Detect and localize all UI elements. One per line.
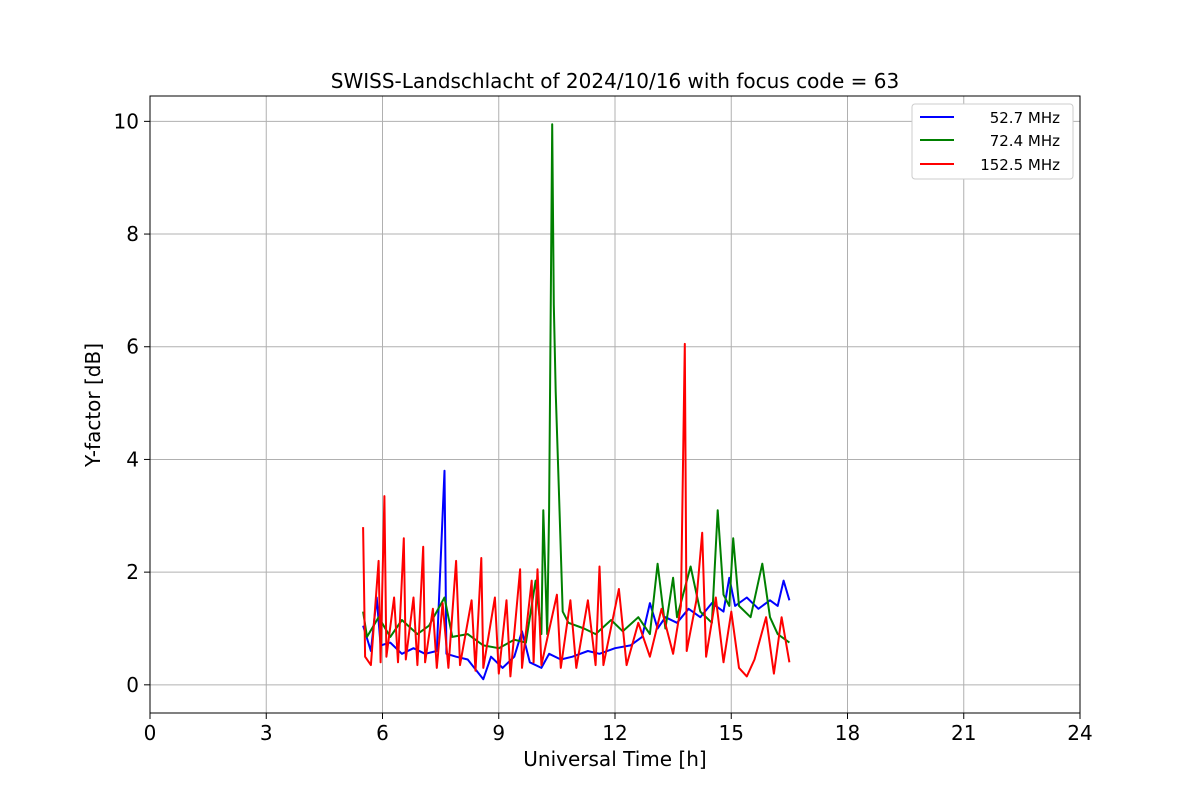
legend-label-52-7: 52.7 MHz	[980, 109, 1060, 127]
x-tick-label: 18	[835, 721, 860, 745]
y-tick-label: 6	[126, 335, 139, 359]
x-tick-label: 12	[602, 721, 627, 745]
x-tick-label: 6	[376, 721, 389, 745]
legend-label-72-4: 72.4 MHz	[980, 132, 1060, 150]
x-axis-label: Universal Time [h]	[523, 747, 706, 771]
y-tick-label: 8	[126, 222, 139, 246]
y-tick-label: 0	[126, 673, 139, 697]
y-tick-label: 4	[126, 447, 139, 471]
x-tick-label: 24	[1067, 721, 1092, 745]
series-line-152-5-mhz	[362, 342, 791, 678]
y-tick-label: 10	[114, 109, 139, 133]
x-tick-label: 0	[144, 721, 157, 745]
chart-title: SWISS-Landschlacht of 2024/10/16 with fo…	[331, 69, 899, 93]
x-tick-label: 3	[260, 721, 273, 745]
legend: 52.7 MHz 72.4 MHz 152.5 MHz	[911, 103, 1074, 180]
legend-label-152-5: 152.5 MHz	[980, 156, 1060, 174]
x-tick-label: 9	[492, 721, 505, 745]
series-lines	[362, 123, 791, 681]
y-axis-label: Y-factor [dB]	[81, 343, 105, 468]
y-tick-label: 2	[126, 560, 139, 584]
x-tick-label: 15	[719, 721, 744, 745]
legend-box	[911, 103, 1074, 180]
x-tick-label: 21	[951, 721, 976, 745]
